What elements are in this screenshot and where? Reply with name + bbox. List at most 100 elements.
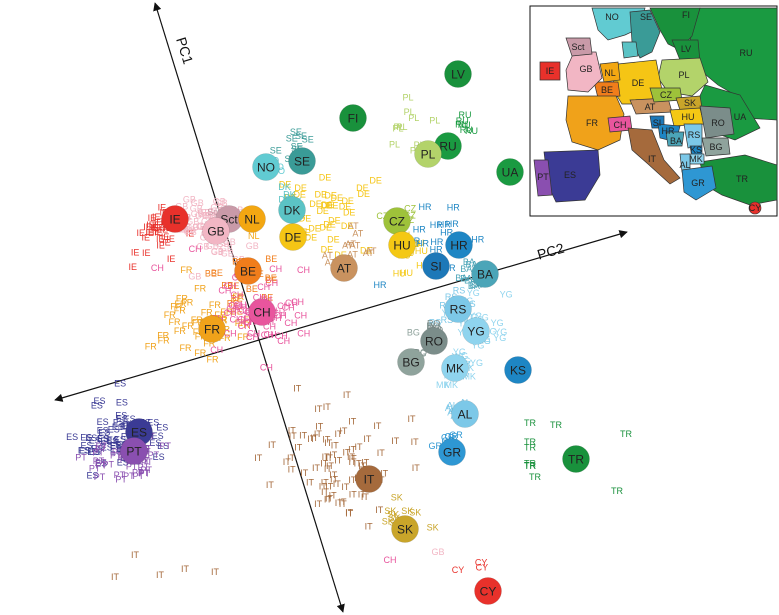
sample-label-it: IT: [325, 482, 334, 492]
sample-label-gb: GB: [196, 242, 209, 252]
sample-label-ch: CH: [246, 332, 259, 342]
sample-label-it: IT: [314, 499, 323, 509]
sample-label-it: IT: [377, 448, 386, 458]
sample-label-ch: CH: [247, 328, 260, 338]
map-label-mk: MK: [689, 154, 703, 164]
centroid-bg: BG: [397, 348, 425, 376]
sample-label-ch: CH: [257, 282, 270, 292]
sample-label-fr: FR: [181, 298, 193, 308]
sample-label-fr: FR: [176, 293, 188, 303]
sample-label-ie: IE: [154, 227, 163, 237]
sample-label-es: ES: [85, 433, 97, 443]
map-region-sct: [565, 37, 593, 57]
svg-text:IE: IE: [169, 213, 180, 227]
sample-label-ba: BA: [470, 280, 482, 290]
sample-label-fr: FR: [174, 305, 186, 315]
sample-label-it: IT: [373, 421, 382, 431]
sample-label-it: IT: [314, 429, 323, 439]
map-label-se: SE: [640, 12, 652, 22]
svg-text:TR: TR: [568, 453, 584, 467]
map-label-es: ES: [564, 170, 576, 180]
sample-label-de: DE: [358, 189, 371, 199]
sample-label-ch: CH: [277, 336, 290, 346]
sample-label-ie: IE: [142, 248, 151, 258]
sample-label-pt: PT: [126, 461, 138, 471]
sample-label-ie: IE: [142, 233, 151, 243]
map-label-ru: RU: [740, 48, 753, 58]
sample-label-cz: CZ: [404, 210, 416, 220]
map-region-ba: [665, 131, 685, 147]
sample-label-se: SE: [270, 146, 282, 156]
sample-label-pt: PT: [110, 451, 122, 461]
centroid-ua: UA: [496, 158, 524, 186]
sample-label-be: BE: [227, 281, 239, 291]
sample-label-at: AT: [363, 248, 374, 258]
map-label-at: AT: [645, 102, 656, 112]
sample-label-it: IT: [354, 459, 363, 469]
sample-label-pt: PT: [132, 468, 144, 478]
centroid-rs: RS: [444, 295, 472, 323]
sample-label-tr: TR: [524, 443, 536, 453]
map-label-be: BE: [601, 85, 613, 95]
sample-label-be: BE: [221, 280, 233, 290]
sample-label-es: ES: [100, 436, 112, 446]
sample-label-gb: GB: [217, 239, 230, 249]
sample-label-hr: HR: [416, 239, 429, 249]
sample-label-pl: PL: [429, 115, 440, 125]
sample-label-ch: CH: [210, 345, 223, 355]
sample-label-ie: IE: [162, 238, 171, 248]
sample-label-it: IT: [347, 452, 356, 462]
sample-label-it: IT: [323, 402, 332, 412]
sample-label-it: IT: [322, 452, 331, 462]
sample-label-sk: SK: [382, 516, 394, 526]
sample-label-fr: FR: [207, 355, 219, 365]
sample-label-se: SE: [291, 141, 303, 151]
sample-label-pl: PL: [396, 122, 407, 132]
sample-label-es: ES: [115, 439, 127, 449]
sample-label-se: SE: [290, 127, 302, 137]
sample-label-ch: CH: [282, 303, 295, 313]
sample-label-gb: GB: [183, 225, 196, 235]
sample-label-it: IT: [349, 457, 358, 467]
sample-label-es: ES: [110, 447, 122, 457]
sample-label-it: IT: [333, 479, 342, 489]
sample-label-yg: YG: [483, 326, 496, 336]
sample-label-es: ES: [116, 398, 128, 408]
sample-label-yg: YG: [469, 311, 482, 321]
sample-label-it: IT: [320, 459, 329, 469]
sample-label-ch: CH: [275, 331, 288, 341]
svg-text:KS: KS: [510, 364, 526, 378]
sample-label-gb: GB: [223, 237, 236, 247]
sample-label-sct: Sct: [207, 207, 221, 217]
sample-label-es: ES: [113, 418, 125, 428]
centroid-yg: YG: [462, 317, 490, 345]
sample-label-ch: CH: [189, 244, 202, 254]
sample-label-ru: RU: [459, 110, 472, 120]
sample-label-bg: BG: [407, 328, 420, 338]
sample-label-se: SE: [286, 134, 298, 144]
sample-label-ch: CH: [285, 298, 298, 308]
sample-label-hr: HR: [447, 202, 460, 212]
sample-label-pt: PT: [115, 475, 127, 485]
sample-label-rs: RS: [445, 292, 458, 302]
sample-label-ch: CH: [294, 311, 307, 321]
sample-label-sk: SK: [427, 522, 439, 532]
sample-label-pt: PT: [94, 472, 106, 482]
sample-label-yg: YG: [467, 288, 480, 298]
sample-label-ch: CH: [297, 329, 310, 339]
svg-text:DK: DK: [284, 204, 301, 218]
sample-label-es: ES: [97, 426, 109, 436]
sample-label-gb: GB: [232, 255, 245, 265]
sample-label-yg: YG: [470, 358, 483, 368]
sample-label-ie: IE: [160, 225, 169, 235]
sample-label-es: ES: [114, 434, 126, 444]
sample-label-mk: MK: [445, 380, 459, 390]
sample-label-it: IT: [306, 478, 315, 488]
sample-label-pt: PT: [140, 465, 152, 475]
sample-label-ch: CH: [297, 265, 310, 275]
sample-label-ba: BA: [463, 257, 475, 267]
map-region-fr: [565, 95, 625, 151]
map-label-tr: TR: [736, 174, 748, 184]
sample-label-pl: PL: [404, 107, 415, 117]
centroid-se: SE: [288, 147, 316, 175]
